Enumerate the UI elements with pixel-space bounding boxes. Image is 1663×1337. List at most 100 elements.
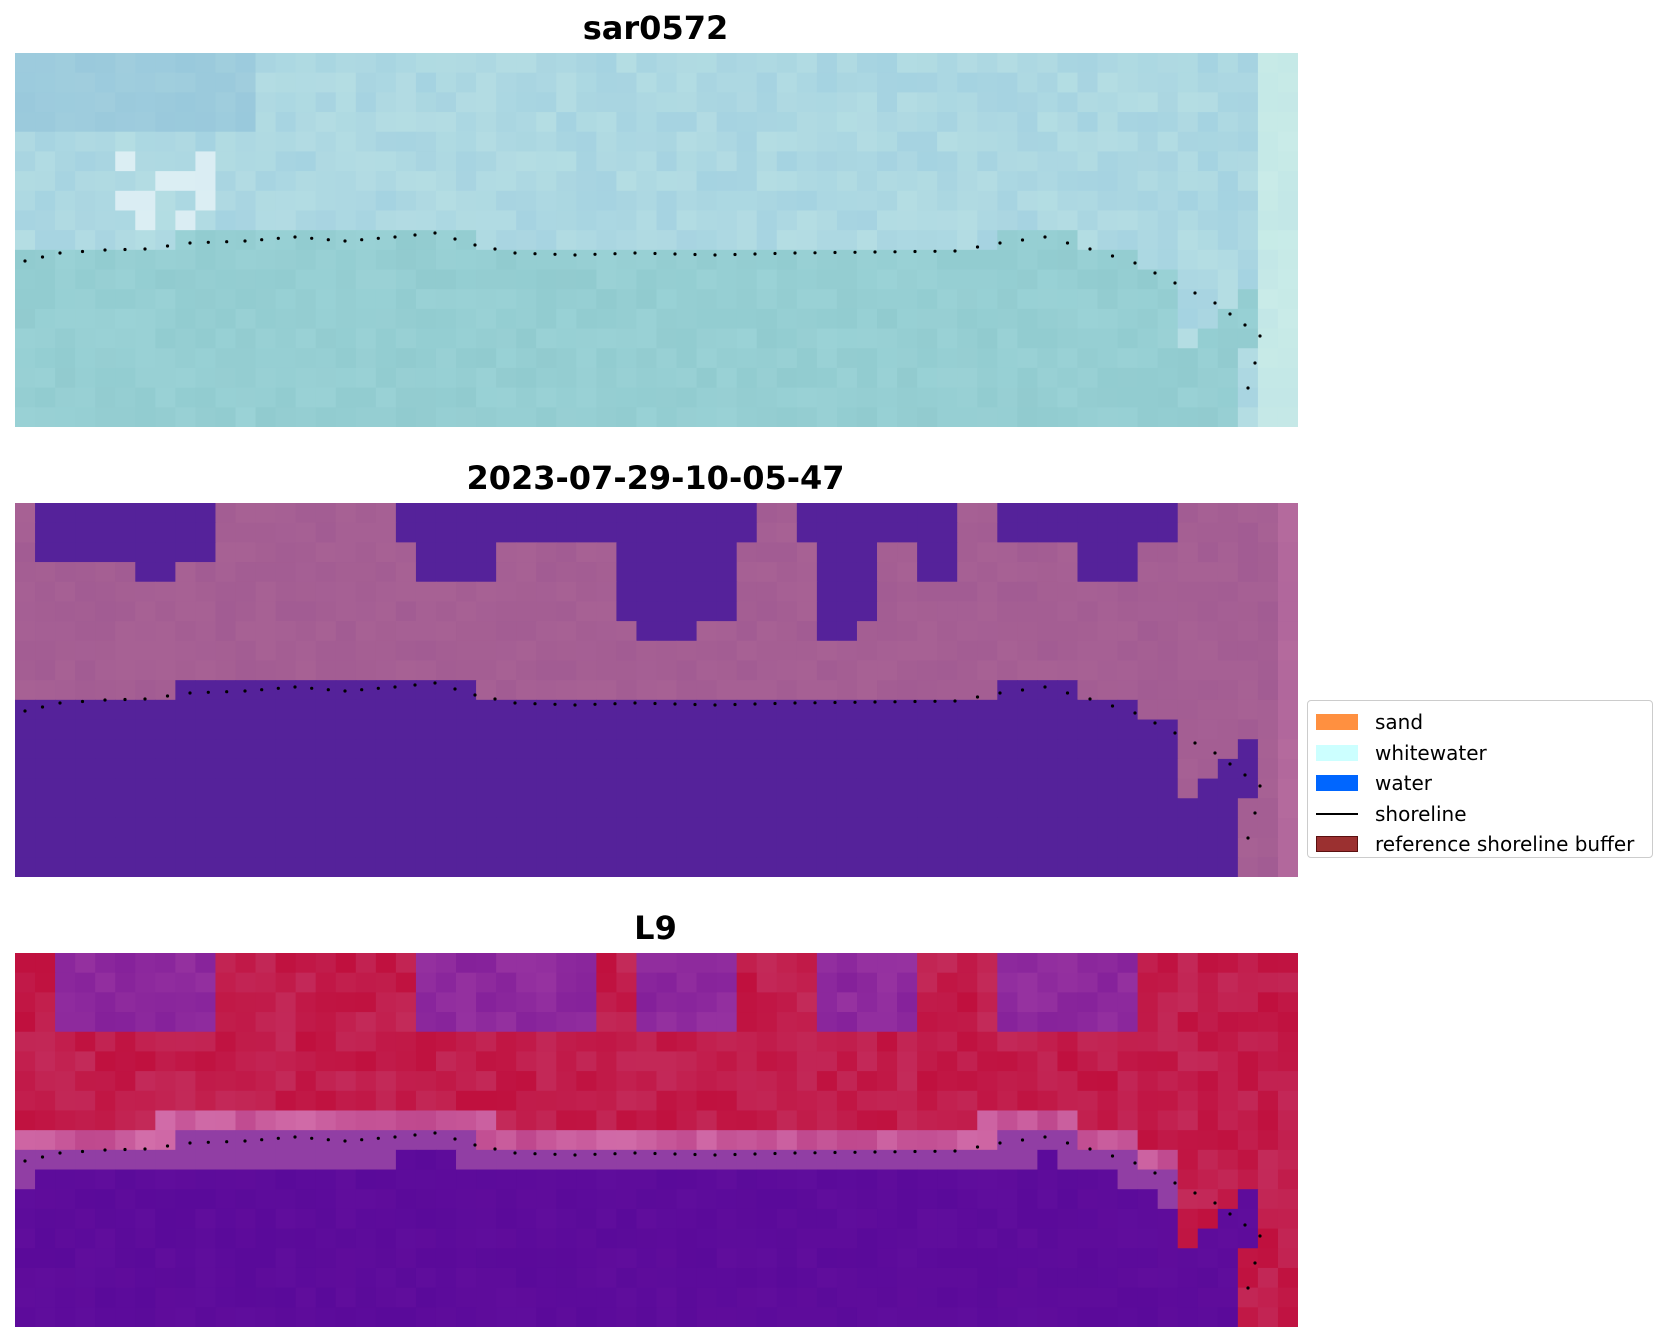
shoreline-point: [713, 253, 717, 257]
shoreline-point: [243, 1139, 247, 1143]
shoreline-point: [473, 243, 477, 247]
shoreline-point: [753, 252, 757, 256]
sand-swatch: [1316, 714, 1358, 731]
shoreline-point: [873, 1150, 877, 1154]
shoreline-point: [593, 252, 597, 256]
shoreline-point: [513, 1151, 517, 1155]
shoreline-point: [413, 1133, 417, 1137]
legend-label-shoreline: shoreline: [1375, 801, 1467, 826]
legend-item-whitewater: whitewater: [1316, 738, 1644, 769]
shoreline-point: [376, 236, 380, 240]
shoreline-point: [553, 1152, 557, 1156]
shoreline-point: [773, 1151, 777, 1156]
panel-title-classified: 2023-07-29-10-05-47: [466, 459, 845, 497]
shoreline-point: [326, 1138, 330, 1142]
shoreline-point: [1228, 1212, 1232, 1216]
shoreline-point: [1173, 281, 1177, 285]
shoreline-point: [453, 687, 457, 691]
legend-label-reference-buffer: reference shoreline buffer: [1375, 832, 1635, 857]
shoreline-point: [293, 1135, 297, 1139]
shoreline-point: [1253, 361, 1257, 365]
shoreline-point: [206, 1140, 210, 1144]
shoreline-point: [360, 1138, 364, 1142]
shoreline-point: [613, 252, 617, 256]
shoreline-point: [773, 251, 777, 256]
shoreline-point: [533, 702, 537, 706]
shoreline-point: [143, 697, 147, 701]
shoreline-point: [1065, 1141, 1070, 1145]
shoreline-point: [40, 1155, 45, 1159]
shoreline-point: [673, 702, 677, 706]
shoreline-point: [773, 701, 777, 706]
shoreline-dots: [23, 231, 1262, 390]
shoreline-point: [1065, 241, 1070, 245]
shoreline-point: [893, 250, 897, 254]
shoreline-point: [853, 250, 857, 254]
shoreline-point: [975, 695, 980, 699]
shoreline-point: [343, 239, 347, 243]
shoreline-point: [453, 1137, 457, 1141]
shoreline-point: [276, 686, 280, 690]
shoreline-point: [1213, 1201, 1217, 1205]
shoreline-point: [1110, 704, 1115, 708]
shoreline-point: [225, 240, 229, 244]
shoreline-point: [1258, 1234, 1262, 1238]
shoreline-point: [165, 1144, 170, 1148]
shoreline-point: [693, 252, 697, 257]
shoreline-point: [1133, 261, 1137, 265]
shoreline-point: [40, 255, 45, 259]
shoreline-point: [1110, 254, 1115, 258]
shoreline-point: [653, 1151, 657, 1156]
shoreline-point: [813, 701, 817, 705]
shoreline-point: [913, 249, 917, 254]
shoreline-point: [1043, 685, 1047, 689]
shoreline-point: [260, 1138, 264, 1142]
shoreline-point: [713, 1153, 717, 1157]
shoreline-point: [693, 702, 697, 707]
shoreline-point: [393, 235, 397, 239]
rgb-image-panel: [15, 53, 1298, 427]
shoreline-point: [1133, 711, 1137, 715]
shoreline-point: [933, 249, 937, 253]
shoreline-point: [553, 702, 557, 706]
shoreline-point: [653, 251, 657, 256]
shoreline-point: [473, 693, 477, 697]
shoreline-point: [693, 1152, 697, 1157]
shoreline-point: [593, 1152, 597, 1156]
shoreline-point: [326, 688, 330, 692]
shoreline-point: [953, 1149, 957, 1153]
shoreline-point: [143, 247, 147, 251]
shoreline-point: [1088, 697, 1092, 701]
shoreline-point: [1020, 1138, 1025, 1142]
water-swatch: [1316, 775, 1358, 792]
shoreline-point: [893, 1150, 897, 1154]
shoreline-point: [933, 699, 937, 703]
shoreline-point: [103, 1148, 107, 1152]
shoreline-point: [1246, 836, 1250, 840]
shoreline-point: [23, 259, 27, 263]
pixel-grid: [15, 53, 1298, 427]
whitewater-swatch: [1316, 744, 1358, 761]
shoreline-point: [493, 1147, 497, 1151]
shoreline-point: [276, 236, 280, 240]
shoreline-point: [493, 247, 497, 251]
shoreline-point: [1110, 1154, 1115, 1158]
shoreline-point: [853, 700, 857, 704]
shoreline-point: [593, 702, 597, 706]
shoreline-point: [1258, 334, 1262, 338]
shoreline-point: [1213, 301, 1217, 305]
shoreline-point: [793, 701, 797, 705]
shoreline-point: [143, 1147, 147, 1151]
shoreline-point: [1228, 762, 1232, 766]
shoreline-point: [1153, 721, 1157, 725]
shoreline-point: [310, 236, 314, 240]
shoreline-point: [293, 685, 297, 689]
panel-title-mndwi: L9: [634, 909, 677, 947]
shoreline-point: [673, 1152, 677, 1156]
legend-item-shoreline: shoreline: [1316, 799, 1644, 830]
shoreline-point: [393, 1135, 397, 1139]
shoreline-point: [103, 698, 107, 702]
shoreline-point: [1243, 323, 1247, 327]
shoreline-point: [713, 703, 717, 707]
shoreline-point: [206, 690, 210, 694]
